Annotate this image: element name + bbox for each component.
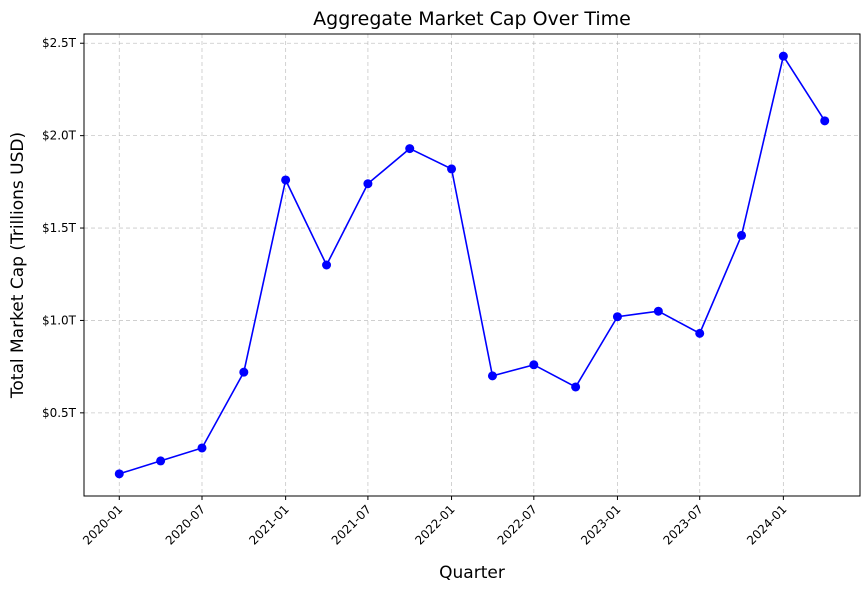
x-tick-label: 2023-01 [578, 502, 623, 547]
y-tick-label: $2.0T [42, 129, 77, 143]
data-point [737, 230, 747, 240]
data-point [695, 328, 705, 338]
data-point [653, 306, 663, 316]
y-tick-label: $1.0T [42, 313, 77, 327]
y-axis-ticks: $0.5T $1.0T $1.5T $2.0T $2.5T [42, 36, 84, 420]
data-point [571, 382, 581, 392]
data-point [322, 260, 332, 270]
series-line [119, 54, 826, 475]
x-tick-label: 2024-01 [744, 502, 789, 547]
chart-title: Aggregate Market Cap Over Time [313, 8, 631, 30]
y-tick-label: $2.5T [42, 36, 77, 50]
x-tick-label: 2022-01 [412, 502, 457, 547]
data-point [820, 116, 830, 126]
x-tick-label: 2021-01 [246, 502, 291, 547]
data-point [612, 312, 622, 322]
x-tick-label: 2020-07 [163, 502, 208, 547]
x-tick-label: 2021-07 [329, 502, 374, 547]
data-point [778, 51, 788, 61]
plot-frame [83, 33, 861, 497]
data-point [405, 144, 415, 154]
y-axis-label: Total Market Cap (Trillions USD) [8, 132, 28, 399]
x-tick-label: 2020-01 [80, 502, 125, 547]
data-point [281, 175, 291, 185]
data-point [529, 360, 539, 370]
data-point [239, 367, 249, 377]
data-point [114, 469, 124, 479]
data-point [487, 371, 497, 381]
grid-lines [84, 34, 860, 496]
data-point [156, 456, 166, 466]
x-tick-label: 2022-07 [495, 502, 540, 547]
x-axis-label: Quarter [439, 563, 505, 583]
y-tick-label: $1.5T [42, 221, 77, 235]
data-point [363, 179, 373, 189]
data-point [447, 164, 457, 174]
x-axis-ticks: 2020-01 2020-07 2021-01 2021-07 2022-01 2022-… [80, 496, 789, 548]
y-tick-label: $0.5T [42, 406, 77, 420]
series-group [114, 51, 830, 479]
data-point [197, 443, 207, 453]
x-tick-label: 2023-07 [660, 502, 705, 547]
